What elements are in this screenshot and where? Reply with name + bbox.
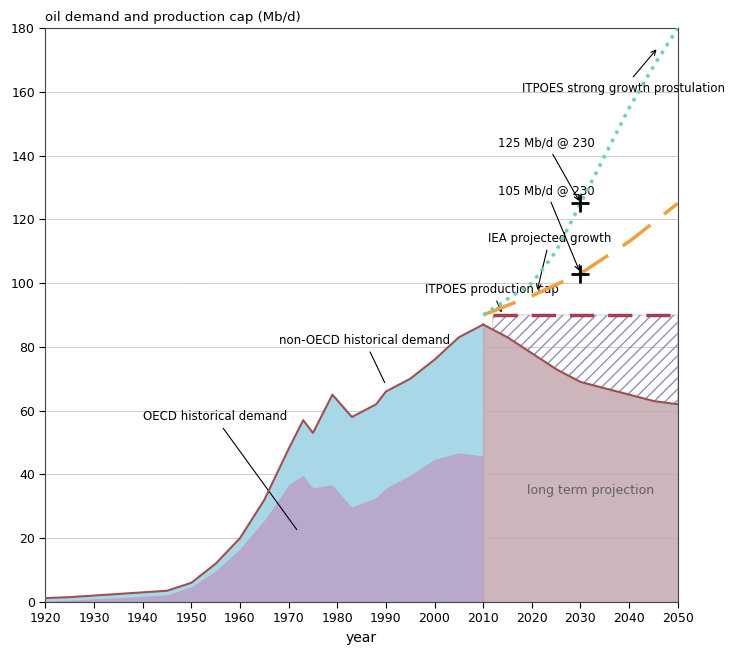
Text: IEA projected growth: IEA projected growth	[488, 232, 611, 289]
Text: ITPOES production cap: ITPOES production cap	[425, 283, 559, 312]
Text: ITPOES strong growth prostulation: ITPOES strong growth prostulation	[522, 51, 725, 95]
Text: 125 Mb/d @ 230: 125 Mb/d @ 230	[498, 136, 595, 200]
Text: OECD historical demand: OECD historical demand	[143, 410, 297, 529]
X-axis label: year: year	[346, 631, 377, 645]
Text: oil demand and production cap (Mb/d): oil demand and production cap (Mb/d)	[46, 11, 301, 24]
Text: non-OECD historical demand: non-OECD historical demand	[279, 334, 450, 382]
Text: long term projection: long term projection	[527, 484, 654, 497]
Text: 105 Mb/d @ 230: 105 Mb/d @ 230	[498, 184, 595, 270]
